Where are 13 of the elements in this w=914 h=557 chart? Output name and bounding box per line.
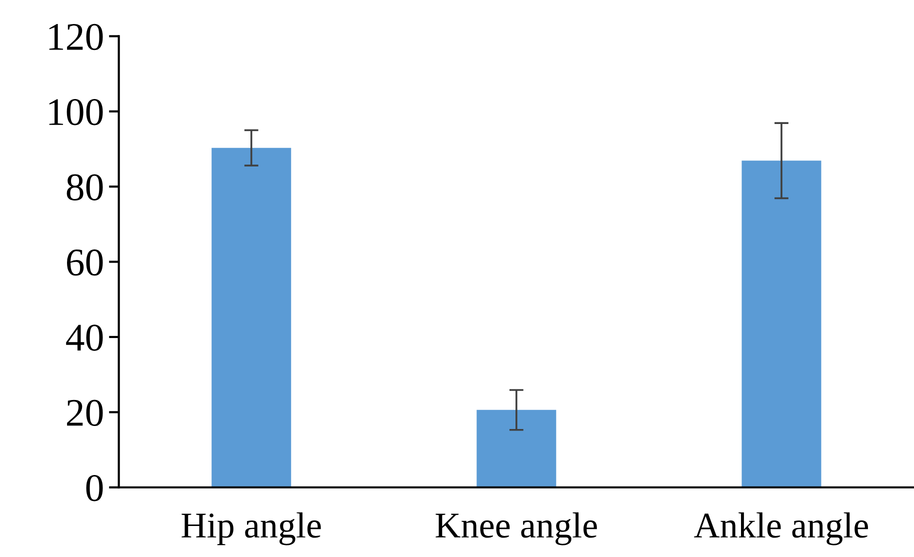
- y-tick-label: 60: [67, 249, 103, 276]
- bar: [212, 148, 292, 488]
- y-tick-label: 120: [49, 24, 103, 50]
- x-tick-label: Knee angle: [436, 512, 597, 546]
- y-tick-label: 0: [86, 475, 103, 502]
- y-tick-label: 100: [49, 99, 103, 126]
- y-tick-label: 20: [67, 400, 103, 426]
- y-tick-label: 80: [66, 174, 103, 200]
- x-tick-label: Ankle angle: [694, 512, 868, 546]
- x-tick-label: Hip angle: [182, 512, 321, 546]
- y-tick-label: 40: [66, 324, 103, 351]
- bar: [742, 160, 822, 488]
- bar: [476, 410, 556, 488]
